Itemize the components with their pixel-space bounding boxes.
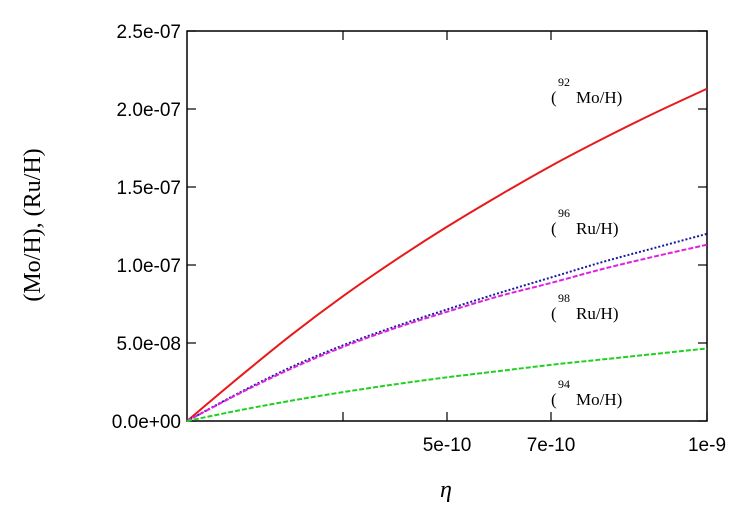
series-label-paren: (	[551, 304, 557, 323]
series-label-paren: (	[551, 219, 557, 238]
series-label: (94 Mo/H)	[551, 377, 622, 409]
series-label-isotope: 98	[558, 291, 570, 305]
y-tick-label: 2.5e-07	[117, 22, 181, 43]
series-label-isotope: 92	[558, 75, 570, 89]
series-label-ratio: Ru/H)	[576, 304, 619, 323]
series-label-isotope: 96	[558, 206, 570, 220]
x-tick-label: 5e-10	[423, 435, 472, 456]
series-label: (96 Ru/H)	[551, 206, 619, 238]
series-label-ratio: Ru/H)	[576, 219, 619, 238]
x-tick-label: 1e-9	[688, 435, 726, 456]
y-axis-title: (Mo/H), (Ru/H)	[20, 148, 46, 301]
y-tick-label: 5.0e-08	[117, 334, 181, 355]
series-label-ratio: Mo/H)	[576, 390, 622, 409]
series-label-paren: (	[551, 88, 557, 107]
y-tick-label: 1.0e-07	[117, 256, 181, 277]
series-label-paren: (	[551, 390, 557, 409]
y-tick-label: 0.0e+00	[112, 412, 181, 433]
series-label-ratio: Mo/H)	[576, 88, 622, 107]
y-tick-label: 1.5e-07	[117, 178, 181, 199]
series-line	[186, 347, 708, 422]
x-axis-title: η	[440, 477, 452, 503]
series-label: (98 Ru/H)	[551, 291, 619, 323]
series-label: (92 Mo/H)	[551, 75, 622, 107]
series-line	[186, 232, 708, 422]
x-tick-label: 7e-10	[527, 435, 576, 456]
y-tick-label: 2.0e-07	[117, 100, 181, 121]
series-line	[186, 243, 708, 422]
series-line	[186, 87, 708, 422]
series-label-isotope: 94	[558, 377, 570, 391]
